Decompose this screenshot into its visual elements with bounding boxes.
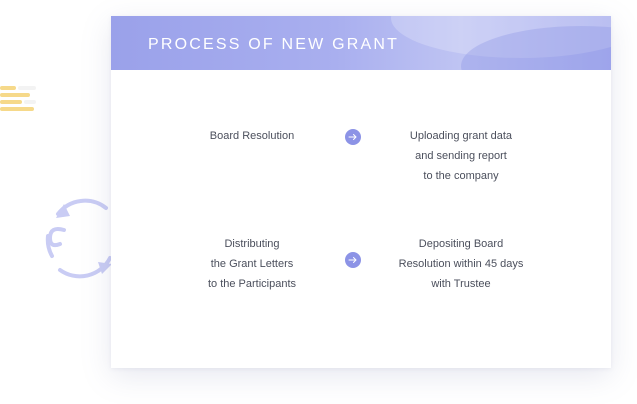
page-title: PROCESS OF NEW GRANT bbox=[148, 36, 400, 53]
arrow-right-icon bbox=[348, 257, 357, 263]
step-uploading: Uploading grant data and sending report … bbox=[409, 130, 513, 182]
card-header: PROCESS OF NEW GRANT bbox=[111, 16, 611, 70]
step-board-resolution: Board Resolution bbox=[209, 130, 295, 142]
arrow-right-icon bbox=[345, 129, 361, 145]
step-distributing: Distributing the Grant Letters to the Pa… bbox=[207, 238, 297, 290]
step-depositing: Depositing Board Resolution within 45 da… bbox=[398, 238, 524, 290]
process-card: PROCESS OF NEW GRANT Board Resolution Up… bbox=[111, 16, 611, 368]
lines-icon bbox=[0, 86, 40, 118]
arrow-right-icon bbox=[345, 252, 361, 268]
cycle-arrows-icon bbox=[45, 198, 112, 279]
arrow-right-icon bbox=[348, 134, 357, 140]
